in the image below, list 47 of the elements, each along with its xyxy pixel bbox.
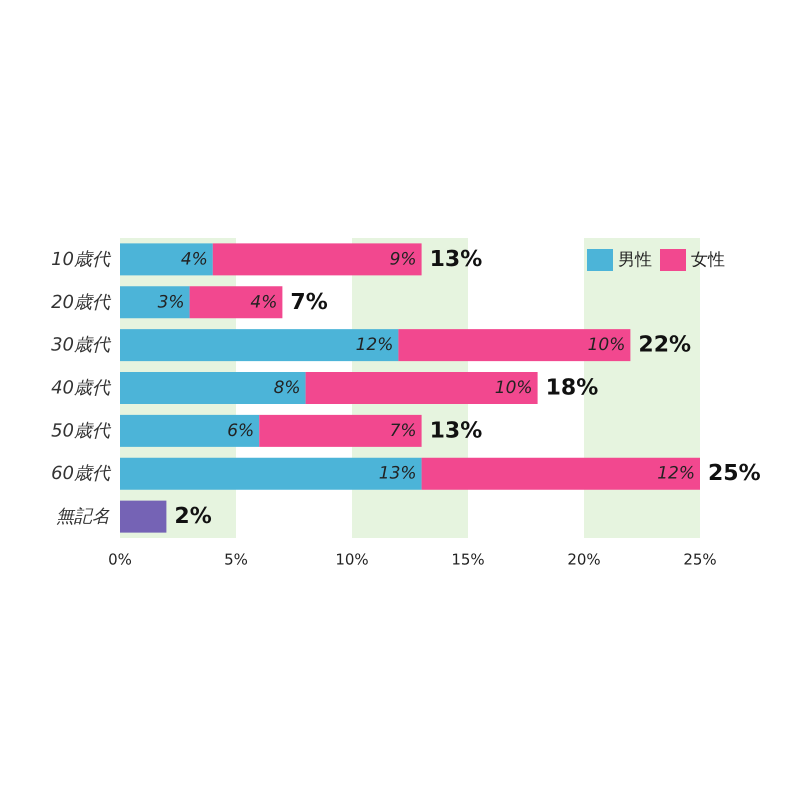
- y-tick-label: 20歳代: [51, 292, 112, 313]
- total-label: 22%: [638, 332, 692, 358]
- bar: [190, 286, 282, 318]
- data-label: 10%: [494, 378, 533, 398]
- bar: [306, 372, 538, 404]
- legend-label: 女性: [691, 250, 725, 270]
- data-label: 7%: [390, 420, 417, 441]
- bar: [120, 286, 190, 318]
- bar: [120, 329, 398, 362]
- data-label: 12%: [657, 464, 695, 484]
- total-label: 25%: [708, 461, 761, 486]
- total-label: 2%: [174, 504, 212, 530]
- x-tick-label: 5%: [224, 550, 248, 568]
- y-tick-label: 60歳代: [51, 463, 112, 484]
- data-label: 12%: [356, 335, 394, 356]
- x-tick-label: 20%: [567, 550, 601, 568]
- data-label: 4%: [180, 249, 208, 270]
- bar: [120, 243, 213, 276]
- y-tick-label: 30歳代: [51, 334, 112, 356]
- y-tick-label: 40歳代: [51, 378, 112, 398]
- bar: [120, 414, 260, 447]
- bar: [259, 414, 422, 447]
- y-tick-label: 無記名: [56, 506, 110, 528]
- y-tick-label: 50歳代: [51, 420, 112, 442]
- total-label: 13%: [430, 418, 482, 444]
- bar: [120, 372, 306, 404]
- x-tick-label: 0%: [108, 550, 132, 568]
- total-label: 13%: [430, 246, 482, 272]
- x-tick-label: 25%: [683, 550, 717, 568]
- total-label: 7%: [290, 290, 328, 315]
- data-label: 13%: [378, 464, 417, 484]
- total-label: 18%: [546, 376, 598, 400]
- data-label: 3%: [158, 292, 185, 312]
- x-tick-label: 15%: [451, 550, 485, 568]
- data-label: 4%: [250, 292, 278, 312]
- bar: [212, 243, 422, 276]
- y-tick-label: 10歳代: [51, 248, 112, 270]
- bar: [398, 329, 630, 362]
- data-label: 10%: [588, 335, 626, 356]
- bar: [422, 458, 700, 490]
- bar: [120, 500, 166, 533]
- legend-label: 男性: [618, 250, 652, 270]
- bar: [120, 458, 422, 490]
- data-label: 8%: [274, 378, 301, 398]
- x-tick-label: 10%: [335, 550, 369, 568]
- data-label: 6%: [227, 420, 254, 441]
- data-label: 9%: [390, 249, 417, 270]
